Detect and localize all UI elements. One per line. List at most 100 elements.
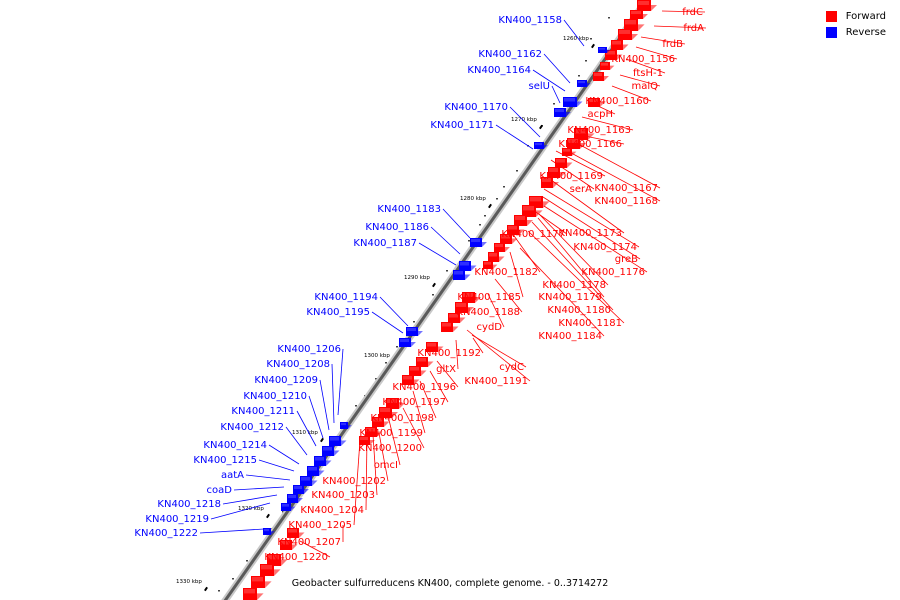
forward-gene-label: omcI <box>374 460 398 471</box>
forward-gene-leader <box>661 10 706 13</box>
reverse-gene-label: KN400_1183 <box>377 204 441 215</box>
forward-gene-label: KN400_1169 <box>539 171 603 182</box>
forward-gene <box>280 540 298 550</box>
forward-gene <box>630 10 648 19</box>
reverse-gene-leader <box>371 311 404 334</box>
reverse-gene-leader <box>258 459 295 472</box>
forward-gene <box>260 564 281 576</box>
forward-gene-leader <box>402 407 425 449</box>
forward-gene-label: greB <box>615 254 638 265</box>
forward-gene <box>548 167 567 178</box>
forward-gene-label: KN400_1199 <box>359 428 423 439</box>
axis-dot <box>413 321 415 323</box>
reverse-gene-label: aatA <box>221 470 244 481</box>
forward-gene-leader <box>619 74 661 87</box>
forward-gene-leader <box>546 176 625 234</box>
backbone-line <box>223 0 649 600</box>
forward-gene-label: KN400_1207 <box>277 537 341 548</box>
tick-mark <box>266 513 270 519</box>
forward-gene-leader <box>611 85 652 102</box>
reverse-gene <box>322 446 340 456</box>
forward-gene <box>462 292 482 303</box>
axis-dot <box>218 590 220 592</box>
reverse-gene-leader <box>430 226 461 255</box>
forward-gene-label: cydC <box>499 362 524 373</box>
reverse-gene <box>406 327 423 336</box>
forward-gene-label: frdB <box>662 39 683 50</box>
axis-dot <box>484 215 486 217</box>
kbp-tick-label: 1310 kbp <box>292 430 318 436</box>
reverse-gene-leader <box>245 474 291 481</box>
forward-gene-leader <box>640 36 686 45</box>
forward-gene <box>562 148 577 156</box>
forward-gene-label: KN400_1198 <box>370 413 434 424</box>
axis-dot <box>282 511 284 513</box>
reverse-gene-label: KN400_1210 <box>243 391 307 402</box>
reverse-gene-leader <box>418 242 457 266</box>
forward-gene-label: frdA <box>683 23 704 34</box>
axis-dot <box>553 103 555 105</box>
forward-gene-label: KN400_1166 <box>558 139 622 150</box>
forward-gene <box>365 427 383 437</box>
kbp-tick-label: 1330 kbp <box>176 579 202 585</box>
forward-gene-label: KN400_1200 <box>358 443 422 454</box>
axis-ticks: 1260 kbp 1270 kbp 1280 kbp 1290 kbp 1300 kbp… <box>176 17 610 592</box>
forward-gene <box>494 243 510 252</box>
forward-gene-label: KN400_1184 <box>538 331 602 342</box>
forward-gene <box>448 313 466 323</box>
map-caption: Geobacter sulfurreducens KN400, complete… <box>291 578 609 589</box>
reverse-gene-label: KN400_1162 <box>478 49 542 60</box>
forward-gene-leader <box>353 439 361 526</box>
forward-gene-leader <box>543 205 648 273</box>
forward-gene <box>514 215 534 226</box>
legend-forward-label: Forward <box>845 10 886 22</box>
forward-gene-label: KN400_1174 <box>573 242 637 253</box>
reverse-gene-leader <box>331 363 335 424</box>
forward-gene <box>588 98 605 107</box>
forward-gene <box>372 417 390 427</box>
legend-reverse: Reverse <box>825 24 886 40</box>
label-leader-lines <box>199 10 707 558</box>
axis-dot <box>590 38 592 40</box>
forward-gene <box>426 342 444 352</box>
forward-gene-leader <box>365 436 368 511</box>
forward-gene-label: serA <box>570 184 592 195</box>
reverse-gene-leader <box>532 69 566 92</box>
forward-gene-leader <box>466 329 531 382</box>
forward-gene <box>600 62 615 70</box>
forward-gene <box>605 50 623 60</box>
reverse-gene <box>453 270 471 280</box>
reverse-gene-label: KN400_1218 <box>157 499 221 510</box>
forward-gene <box>611 40 629 50</box>
tick-mark <box>539 124 543 130</box>
forward-gene-label: KN400_1203 <box>311 490 375 501</box>
axis-dot <box>516 170 518 172</box>
axis-dot <box>396 346 398 348</box>
forward-gene-label: KN400_1173 <box>558 228 622 239</box>
forward-gene-label: KN400_1160 <box>585 96 649 107</box>
forward-gene-leader <box>531 221 614 311</box>
reverse-gene-leader <box>337 348 344 416</box>
reverse-gene-label: KN400_1158 <box>498 15 562 26</box>
reverse-gene-label: KN400_1206 <box>277 344 341 355</box>
reverse-gene-label: KN400_1219 <box>145 514 209 525</box>
forward-gene-leader <box>527 230 625 324</box>
forward-gene <box>287 528 305 538</box>
kbp-tick-label: 1290 kbp <box>404 275 430 281</box>
reverse-gene <box>293 485 309 494</box>
kbp-tick-label: 1270 kbp <box>511 117 537 123</box>
reverse-gene-label: selU <box>529 81 550 92</box>
forward-gene-label: KN400_1163 <box>567 125 631 136</box>
forward-gene-label: KN400_1178 <box>542 280 606 291</box>
reverse-gene-leader <box>268 444 300 465</box>
forward-gene-leader <box>653 25 707 29</box>
axis-dot <box>468 240 470 242</box>
forward-gene <box>637 0 658 11</box>
forward-gene-label: KN400_1180 <box>547 305 611 316</box>
tick-mark <box>320 437 324 443</box>
axis-dot <box>446 270 448 272</box>
reverse-gene-label: KN400_1214 <box>203 440 267 451</box>
reverse-gene <box>459 261 477 271</box>
forward-gene-leader <box>412 390 426 434</box>
forward-gene-leader <box>419 380 437 419</box>
